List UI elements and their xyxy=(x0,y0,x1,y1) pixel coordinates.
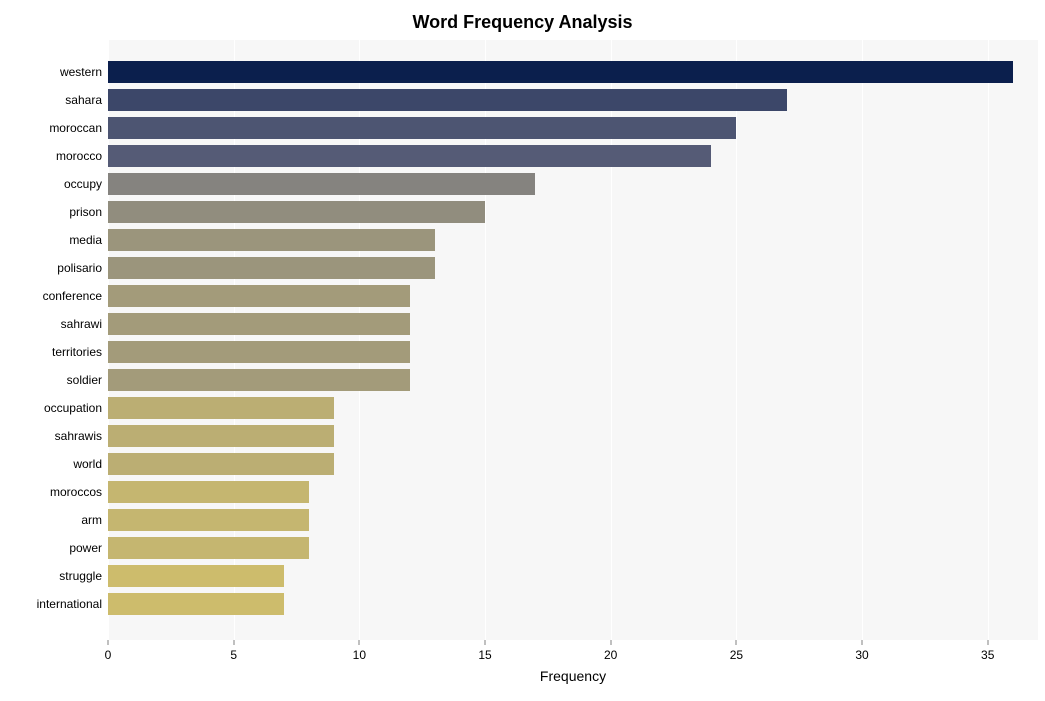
y-tick-label: struggle xyxy=(59,569,102,583)
y-tick-label: moroccos xyxy=(50,485,102,499)
bar xyxy=(108,593,284,615)
bar xyxy=(108,201,485,223)
bar xyxy=(108,89,787,111)
x-tick-label: 30 xyxy=(855,648,868,662)
bar xyxy=(108,61,1013,83)
bar xyxy=(108,397,334,419)
y-tick-label: territories xyxy=(52,345,102,359)
x-tick-mark xyxy=(485,640,486,645)
x-tick-label: 0 xyxy=(105,648,112,662)
y-tick-label: arm xyxy=(81,513,102,527)
y-tick-label: power xyxy=(69,541,102,555)
x-tick-label: 5 xyxy=(230,648,237,662)
x-tick-label: 15 xyxy=(478,648,491,662)
bar xyxy=(108,453,334,475)
y-tick-label: conference xyxy=(43,289,102,303)
x-tick-mark xyxy=(987,640,988,645)
bar xyxy=(108,285,410,307)
y-tick-label: occupy xyxy=(64,177,102,191)
x-tick-mark xyxy=(736,640,737,645)
plot-area xyxy=(108,40,1038,640)
x-tick-mark xyxy=(610,640,611,645)
bar xyxy=(108,313,410,335)
bar xyxy=(108,425,334,447)
x-tick-label: 20 xyxy=(604,648,617,662)
bar xyxy=(108,229,435,251)
x-axis-label: Frequency xyxy=(540,668,606,684)
y-tick-label: morocco xyxy=(56,149,102,163)
y-tick-label: world xyxy=(73,457,102,471)
x-tick-mark xyxy=(108,640,109,645)
x-tick-mark xyxy=(233,640,234,645)
y-tick-label: prison xyxy=(69,205,102,219)
grid-line xyxy=(988,40,989,640)
grid-line xyxy=(862,40,863,640)
bar xyxy=(108,173,535,195)
bar xyxy=(108,509,309,531)
y-tick-label: western xyxy=(60,65,102,79)
y-tick-label: international xyxy=(37,597,102,611)
bar xyxy=(108,145,711,167)
bar xyxy=(108,481,309,503)
x-tick-label: 10 xyxy=(353,648,366,662)
y-tick-label: polisario xyxy=(57,261,102,275)
y-tick-label: soldier xyxy=(67,373,102,387)
x-tick-label: 35 xyxy=(981,648,994,662)
bar xyxy=(108,341,410,363)
chart-container: Word Frequency Analysis western sahara mor… xyxy=(0,0,1045,701)
x-tick-mark xyxy=(862,640,863,645)
x-tick-mark xyxy=(359,640,360,645)
y-tick-label: moroccan xyxy=(49,121,102,135)
bar xyxy=(108,369,410,391)
y-tick-label: media xyxy=(69,233,102,247)
bar xyxy=(108,257,435,279)
chart-title: Word Frequency Analysis xyxy=(0,12,1045,33)
bar xyxy=(108,565,284,587)
y-tick-label: sahrawis xyxy=(55,429,102,443)
bar xyxy=(108,117,736,139)
bar xyxy=(108,537,309,559)
y-tick-label: sahrawi xyxy=(61,317,102,331)
y-tick-label: sahara xyxy=(65,93,102,107)
grid-line xyxy=(736,40,737,640)
y-tick-label: occupation xyxy=(44,401,102,415)
x-tick-label: 25 xyxy=(730,648,743,662)
